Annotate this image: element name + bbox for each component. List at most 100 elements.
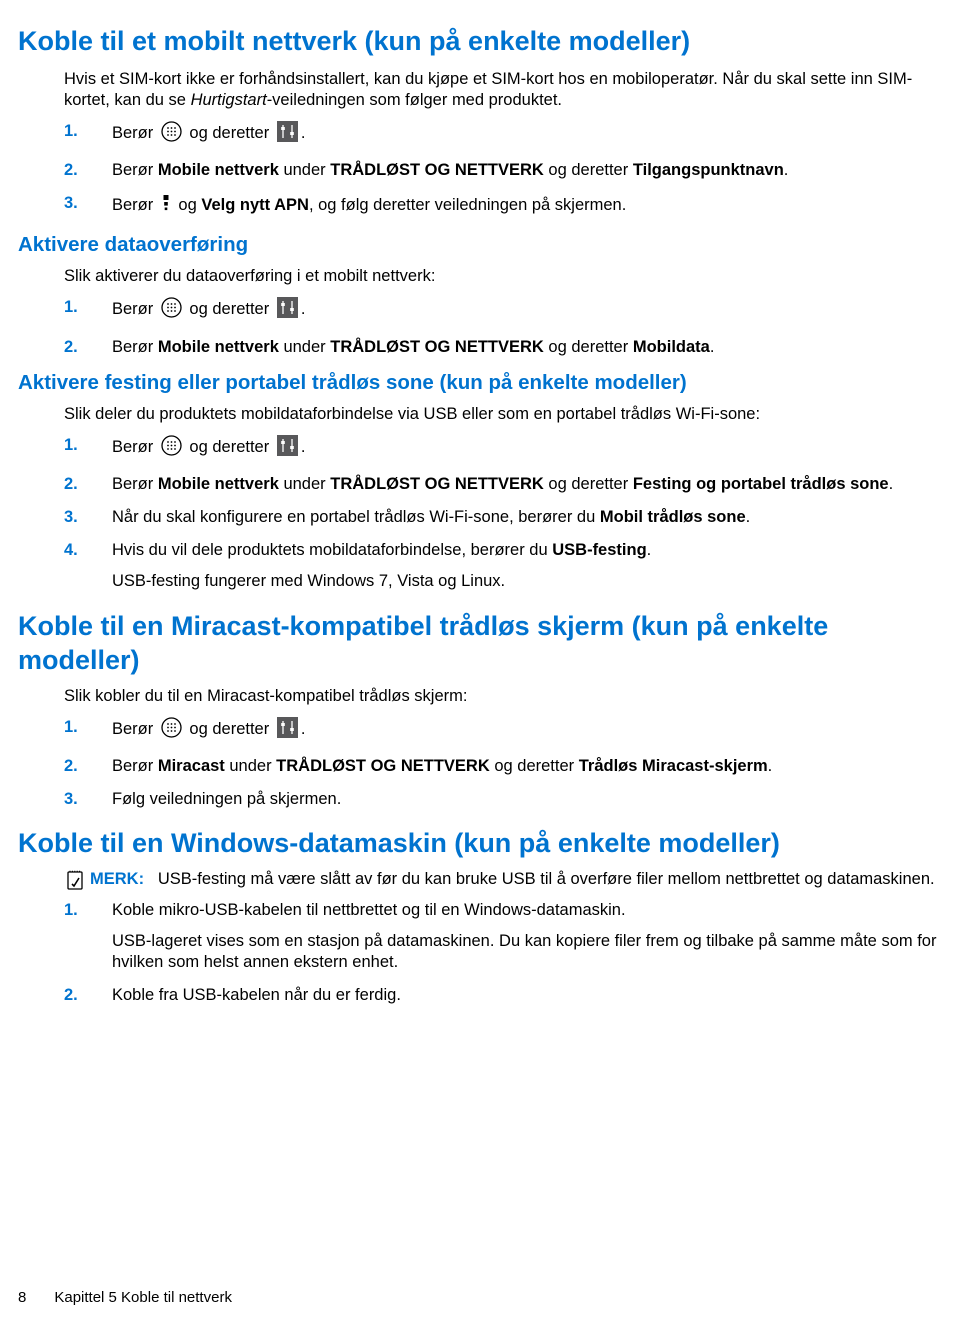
settings-icon xyxy=(277,121,298,148)
text: Berør xyxy=(112,438,158,456)
step-3: 3. Når du skal konfigurere en portabel t… xyxy=(64,507,942,528)
text-italic: Hurtigstart xyxy=(191,91,267,109)
text-bold: TRÅDLØST OG NETTVERK xyxy=(330,161,544,179)
text: . xyxy=(301,300,306,318)
settings-icon xyxy=(277,435,298,462)
step-number: 3. xyxy=(64,789,78,810)
step-3: 3. Følg veiledningen på skjermen. xyxy=(64,789,942,810)
step-2: 2. Berør Mobile nettverk under TRÅDLØST … xyxy=(64,337,942,358)
heading-miracast: Koble til en Miracast-kompatibel trådløs… xyxy=(18,609,942,678)
intro-mobile-network: Hvis et SIM-kort ikke er forhåndsinstall… xyxy=(64,69,942,111)
text: og deretter xyxy=(185,124,274,142)
heading-tethering: Aktivere festing eller portabel trådløs … xyxy=(18,370,942,396)
note-block: MERK: USB-festing må være slått av før d… xyxy=(64,869,942,890)
text-bold: Tilgangspunktnavn xyxy=(633,161,784,179)
text-bold: Miracast xyxy=(158,757,225,775)
text-bold: Mobile nettverk xyxy=(158,161,279,179)
step-2: 2. Koble fra USB-kabelen når du er ferdi… xyxy=(64,985,942,1006)
text: Berør xyxy=(112,720,158,738)
step-number: 4. xyxy=(64,540,78,561)
text: Hvis du vil dele produktets mobildatafor… xyxy=(112,541,552,559)
text: . xyxy=(647,541,652,559)
text: Koble fra USB-kabelen når du er ferdig. xyxy=(112,986,401,1004)
step-number: 2. xyxy=(64,337,78,358)
step-1: 1. Berør og deretter . xyxy=(64,121,942,148)
text: Berør xyxy=(112,124,158,142)
apps-icon xyxy=(161,435,182,462)
text-bold: USB-festing xyxy=(552,541,646,559)
text-bold: Velg nytt APN xyxy=(201,196,309,214)
step-4-note: USB-festing fungerer med Windows 7, Vist… xyxy=(112,571,942,592)
text: . xyxy=(889,475,894,493)
apps-icon xyxy=(161,717,182,744)
step-1: 1. Koble mikro-USB-kabelen til nettbrett… xyxy=(64,900,942,973)
text-bold: TRÅDLØST OG NETTVERK xyxy=(330,475,544,493)
step-1: 1. Berør og deretter . xyxy=(64,717,942,744)
text: Berør xyxy=(112,196,158,214)
text: og xyxy=(174,196,202,214)
text: Berør xyxy=(112,757,158,775)
text: . xyxy=(710,338,715,356)
chapter-label: Kapittel 5 Koble til nettverk xyxy=(54,1289,232,1306)
step-number: 3. xyxy=(64,507,78,528)
text-bold: Festing og portabel trådløs sone xyxy=(633,475,889,493)
text: og deretter xyxy=(544,338,633,356)
step-2: 2. Berør Miracast under TRÅDLØST OG NETT… xyxy=(64,756,942,777)
step-number: 2. xyxy=(64,474,78,495)
step-number: 1. xyxy=(64,435,78,456)
text: Koble mikro-USB-kabelen til nettbrettet … xyxy=(112,901,626,919)
text: under xyxy=(279,161,330,179)
text-bold: Trådløs Miracast-skjerm xyxy=(579,757,768,775)
note-label: MERK: xyxy=(90,870,144,888)
text: og deretter xyxy=(490,757,579,775)
steps-miracast: 1. Berør og deretter . 2. Berør Miracast… xyxy=(64,717,942,810)
step-number: 1. xyxy=(64,297,78,318)
step-1: 1. Berør og deretter . xyxy=(64,297,942,324)
text: , og følg deretter veiledningen på skjer… xyxy=(309,196,626,214)
step-number: 1. xyxy=(64,717,78,738)
step-3: 3. Berør og Velg nytt APN, og følg deret… xyxy=(64,193,942,220)
text-bold: Mobile nettverk xyxy=(158,475,279,493)
text: under xyxy=(225,757,276,775)
apps-icon xyxy=(161,121,182,148)
text: og deretter xyxy=(544,161,633,179)
text: . xyxy=(301,720,306,738)
text-bold: Mobile nettverk xyxy=(158,338,279,356)
step-number: 3. xyxy=(64,193,78,214)
steps-tethering: 1. Berør og deretter . 2. Berør Mobile n… xyxy=(64,435,942,593)
heading-windows: Koble til en Windows-datamaskin (kun på … xyxy=(18,826,942,861)
text: Når du skal konfigurere en portabel tråd… xyxy=(112,508,600,526)
heading-data-transfer: Aktivere dataoverføring xyxy=(18,232,942,258)
step-number: 1. xyxy=(64,121,78,142)
text: Følg veiledningen på skjermen. xyxy=(112,790,341,808)
text: . xyxy=(768,757,773,775)
step-1: 1. Berør og deretter . xyxy=(64,435,942,462)
text: og deretter xyxy=(185,720,274,738)
text-bold: TRÅDLØST OG NETTVERK xyxy=(330,338,544,356)
step-2: 2. Berør Mobile nettverk under TRÅDLØST … xyxy=(64,160,942,181)
step-number: 2. xyxy=(64,985,78,1006)
intro-tethering: Slik deler du produktets mobildataforbin… xyxy=(64,404,942,425)
text-bold: TRÅDLØST OG NETTVERK xyxy=(276,757,490,775)
note-icon xyxy=(64,870,86,898)
settings-icon xyxy=(277,717,298,744)
text: . xyxy=(746,508,751,526)
step-1-note: USB-lageret vises som en stasjon på data… xyxy=(112,931,942,973)
note-text: USB-festing må være slått av før du kan … xyxy=(158,870,935,888)
text-bold: Mobildata xyxy=(633,338,710,356)
step-number: 1. xyxy=(64,900,78,921)
text: og deretter xyxy=(185,300,274,318)
steps-mobile-network: 1. Berør og deretter . 2. Berør Mobile n… xyxy=(64,121,942,220)
steps-data-transfer: 1. Berør og deretter . 2. Berør Mobile n… xyxy=(64,297,942,357)
text: under xyxy=(279,475,330,493)
text: Berør xyxy=(112,161,158,179)
menu-overflow-icon xyxy=(161,193,171,220)
heading-mobile-network: Koble til et mobilt nettverk (kun på enk… xyxy=(18,24,942,59)
step-2: 2. Berør Mobile nettverk under TRÅDLØST … xyxy=(64,474,942,495)
apps-icon xyxy=(161,297,182,324)
intro-miracast: Slik kobler du til en Miracast-kompatibe… xyxy=(64,686,942,707)
text: . xyxy=(301,124,306,142)
text: -veiledningen som følger med produktet. xyxy=(267,91,562,109)
text-bold: Mobil trådløs sone xyxy=(600,508,746,526)
intro-data-transfer: Slik aktiverer du dataoverføring i et mo… xyxy=(64,266,942,287)
